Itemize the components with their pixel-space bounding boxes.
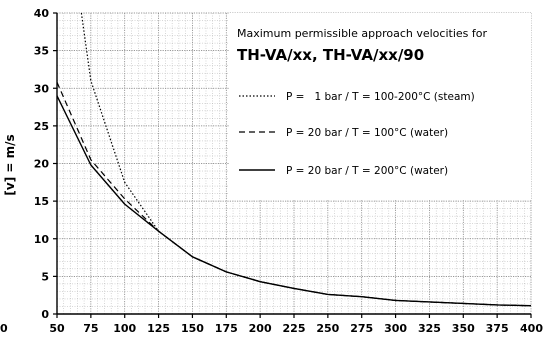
legend-label-steam: P = 1 bar / T = 100-200°C (steam) — [286, 91, 475, 103]
legend-title-line2: TH-VA/xx, TH-VA/xx/90 — [237, 46, 424, 64]
stray-left-label: 0 — [0, 322, 8, 335]
y-tick-label: 20 — [34, 158, 50, 171]
x-tick-label: 375 — [486, 322, 509, 335]
y-tick-label: 15 — [34, 195, 49, 208]
y-tick-label: 30 — [34, 82, 50, 95]
y-axis-title: [v] = m/s — [3, 134, 17, 195]
x-tick-label: 400 — [520, 322, 543, 335]
x-tick-label: 250 — [316, 322, 339, 335]
x-tick-label: 325 — [418, 322, 441, 335]
x-tick-label: 50 — [49, 322, 65, 335]
series-layer — [56, 12, 532, 307]
tick-labels-layer: 0 5 10 15 20 25 30 35 40 50 75 100 125 150 175 200 225 25… — [34, 7, 544, 335]
x-tick-label: 125 — [147, 322, 170, 335]
y-tick-label: 25 — [34, 120, 49, 133]
x-tick-label: 100 — [113, 322, 136, 335]
y-tick-label: 5 — [41, 270, 49, 283]
x-tick-label: 275 — [350, 322, 373, 335]
y-tick-label: 40 — [34, 7, 50, 20]
legend-title-line1: Maximum permissible approach velocities … — [237, 27, 487, 40]
x-tick-label: 175 — [215, 322, 238, 335]
legend-box — [229, 13, 531, 200]
y-tick-label: 0 — [41, 308, 49, 321]
axis-layer — [53, 12, 532, 318]
legend-label-water-200: P = 20 bar / T = 200°C (water) — [286, 165, 448, 177]
x-tick-label: 225 — [283, 322, 306, 335]
x-tick-label: 300 — [384, 322, 407, 335]
series-line-solid — [56, 95, 532, 307]
x-tick-label: 350 — [452, 322, 475, 335]
x-tick-label: 75 — [83, 322, 98, 335]
legend-label-water-100: P = 20 bar / T = 100°C (water) — [286, 127, 448, 139]
x-tick-label: 150 — [181, 322, 204, 335]
y-tick-label: 10 — [34, 233, 50, 246]
y-tick-label: 35 — [34, 45, 49, 58]
x-tick-label: 200 — [249, 322, 272, 335]
